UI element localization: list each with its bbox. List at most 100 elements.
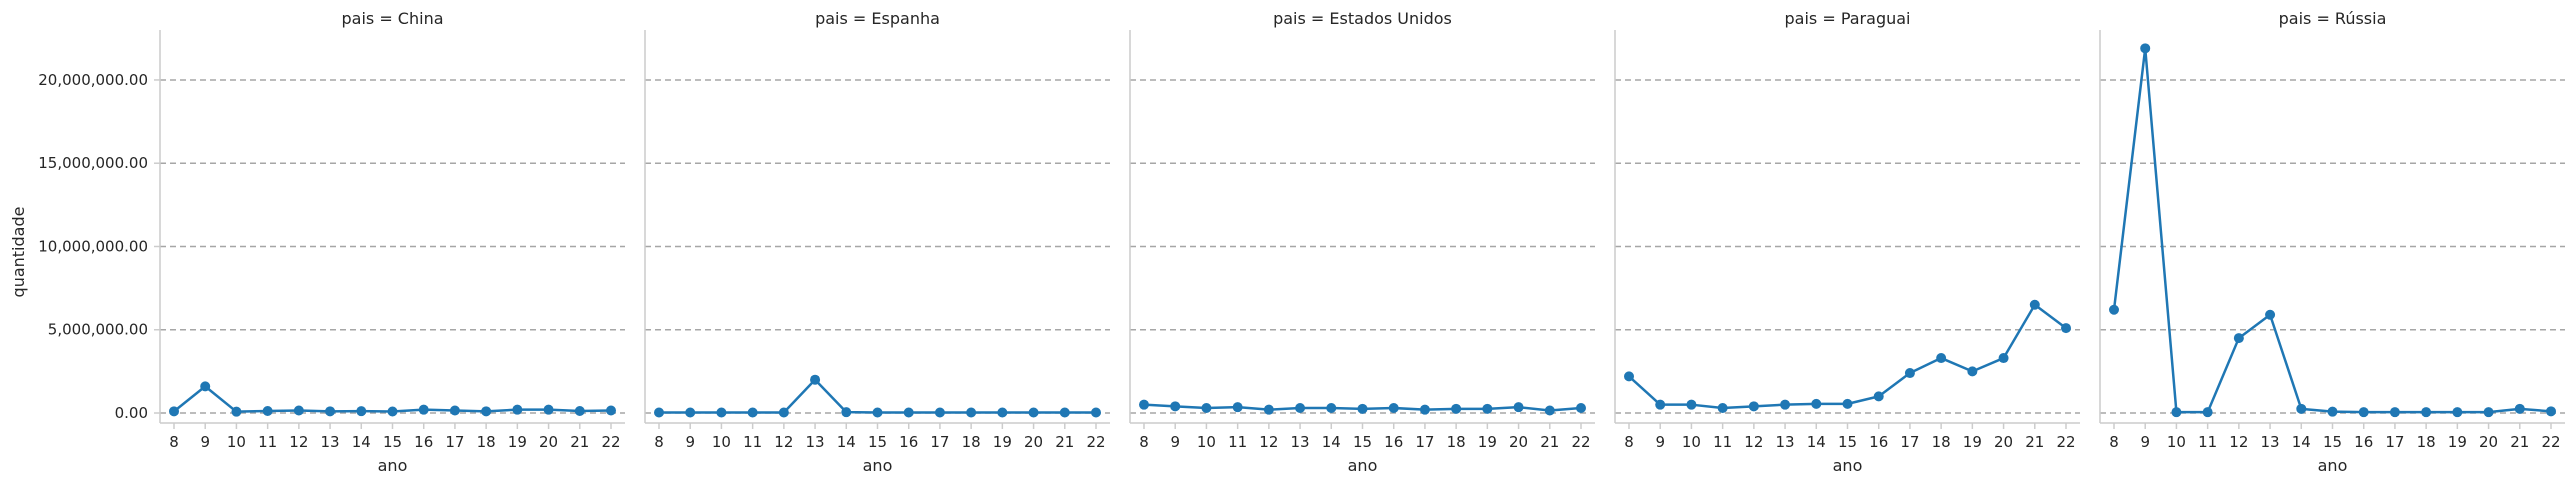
x-tick-label: 16 <box>899 433 918 451</box>
data-point <box>1263 404 1274 415</box>
x-tick-label: 15 <box>383 433 402 451</box>
facets: pais = China 0.00 5,000,000.00 10,000,000.0… <box>38 9 2565 475</box>
data-point <box>1326 403 1337 414</box>
x-tick-label: 10 <box>1197 433 1216 451</box>
x-tick-label: 16 <box>1384 433 1403 451</box>
data-point <box>481 406 492 417</box>
x-tick-label: 11 <box>1713 433 1732 451</box>
data-point <box>2358 407 2369 418</box>
x-tick-label: 18 <box>1932 433 1951 451</box>
x-tick-label: 21 <box>570 433 589 451</box>
data-point <box>512 404 523 415</box>
data-point <box>2029 299 2040 310</box>
data-point <box>387 406 398 417</box>
data-point <box>200 381 211 392</box>
data-point <box>1998 353 2009 364</box>
data-point <box>449 405 460 416</box>
data-point <box>1624 371 1634 382</box>
x-axis-label: ano <box>1833 456 1863 475</box>
data-point <box>169 406 179 417</box>
x-tick-label: 15 <box>2323 433 2342 451</box>
y-tick-label: 5,000,000.00 <box>48 321 148 339</box>
x-tick-label: 17 <box>1415 433 1434 451</box>
data-point <box>2296 403 2307 414</box>
x-tick-label: 19 <box>2448 433 2467 451</box>
data-point <box>1873 391 1884 402</box>
data-point <box>2233 333 2244 344</box>
data-point <box>685 407 696 418</box>
x-tick-label: 13 <box>1776 433 1795 451</box>
data-point <box>262 406 273 417</box>
x-tick-label: 8 <box>1624 433 1634 451</box>
data-point <box>2452 407 2463 418</box>
data-point <box>2202 407 2213 418</box>
x-tick-label: 20 <box>1024 433 1043 451</box>
x-tick-label: 11 <box>2198 433 2217 451</box>
x-tick-label: 18 <box>1447 433 1466 451</box>
data-point <box>325 406 336 417</box>
data-point <box>1451 403 1462 414</box>
x-tick-label: 8 <box>1139 433 1149 451</box>
data-point <box>810 374 821 385</box>
data-point <box>1576 403 1586 414</box>
x-tick-label: 18 <box>477 433 496 451</box>
x-tick-label: 17 <box>1900 433 1919 451</box>
data-point <box>716 407 727 418</box>
x-tick-label: 17 <box>930 433 949 451</box>
y-axis-label: quantidade <box>9 207 28 298</box>
facet-panel-espanha: pais = Espanha 8 9 10 11 12 13 14 15 16 17 18 19 20 21… <box>644 9 1110 475</box>
data-point <box>1544 405 1555 416</box>
data-point <box>1811 398 1822 409</box>
data-point <box>2483 407 2494 418</box>
facet-title: pais = Paraguai <box>1785 9 1911 28</box>
x-tick-label: 10 <box>2167 433 2186 451</box>
x-tick-label: 17 <box>2385 433 2404 451</box>
x-tick-label: 16 <box>1869 433 1888 451</box>
x-tick-label: 22 <box>1571 433 1590 451</box>
x-tick-label: 20 <box>539 433 558 451</box>
data-point <box>2265 309 2276 320</box>
data-point <box>841 407 852 418</box>
x-tick-label: 14 <box>837 433 856 451</box>
x-tick-label: 18 <box>962 433 981 451</box>
x-tick-label: 10 <box>712 433 731 451</box>
data-point <box>1717 403 1728 414</box>
x-tick-label: 13 <box>2261 433 2280 451</box>
x-tick-label: 16 <box>2354 433 2373 451</box>
data-point <box>2327 406 2338 417</box>
data-point <box>2061 323 2071 334</box>
x-tick-label: 21 <box>2510 433 2529 451</box>
x-tick-label: 8 <box>2109 433 2119 451</box>
data-point <box>1139 399 1149 410</box>
facet-panel-rússia: pais = Rússia 8 9 10 11 12 13 14 15 16 17 18 19 20 21 2… <box>2099 9 2565 475</box>
x-tick-label: 9 <box>2140 433 2150 451</box>
data-point <box>1780 399 1791 410</box>
facet-title: pais = Espanha <box>815 9 940 28</box>
data-point <box>1091 407 1101 418</box>
facet-title: pais = Estados Unidos <box>1273 9 1452 28</box>
x-tick-label: 12 <box>289 433 308 451</box>
data-point <box>1748 401 1759 412</box>
x-tick-label: 21 <box>1055 433 1074 451</box>
facet-panel-paraguai: pais = Paraguai 8 9 10 11 12 13 14 15 16 17 18 19 20 2… <box>1614 9 2080 475</box>
x-tick-label: 19 <box>993 433 1012 451</box>
data-point <box>1936 353 1947 364</box>
data-point <box>997 407 1008 418</box>
series-line <box>2112 47 2552 414</box>
data-point <box>293 405 304 416</box>
data-point <box>934 407 945 418</box>
x-tick-label: 13 <box>321 433 340 451</box>
data-point <box>1201 403 1212 414</box>
data-point <box>1028 407 1039 418</box>
x-tick-label: 14 <box>1807 433 1826 451</box>
data-point <box>747 407 758 418</box>
data-point <box>606 405 616 416</box>
data-point <box>1357 403 1368 414</box>
data-point <box>356 406 367 417</box>
x-tick-label: 12 <box>1744 433 1763 451</box>
x-tick-label: 16 <box>414 433 433 451</box>
y-tick-label: 10,000,000.00 <box>38 237 148 255</box>
x-tick-label: 21 <box>2025 433 2044 451</box>
x-tick-label: 9 <box>1170 433 1180 451</box>
